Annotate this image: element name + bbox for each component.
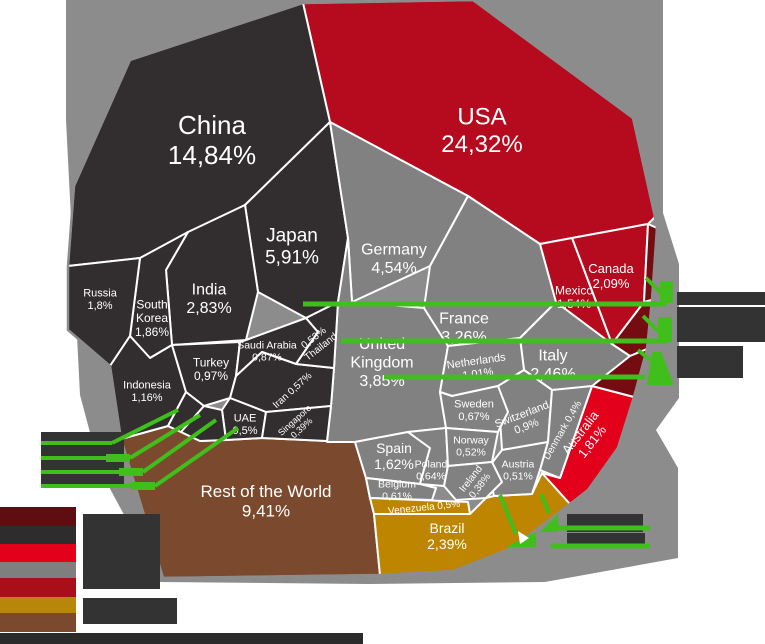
cell-germany — [329, 121, 469, 303]
legend-swatch-1 — [0, 507, 76, 526]
callout-diagonal-right-1 — [644, 276, 663, 295]
cell-label-canada: Canada 2,09% — [588, 261, 634, 291]
callout-diagonal-left-4 — [153, 426, 240, 488]
cell-label-rest-of-the-world: Rest of the World 9,41% — [200, 482, 331, 521]
redacted-caption-bar — [0, 633, 363, 644]
cell-label-austria: Austria 0,51% — [502, 459, 535, 483]
cell-label-poland: Poland 0,64% — [415, 459, 448, 483]
cell-singapore — [261, 405, 332, 442]
cell-label-brazil: Brazil 2,39% — [427, 520, 467, 552]
callout-flag-right-1 — [660, 281, 673, 303]
callout-diagonal-left-2 — [128, 413, 202, 460]
redacted-label-box-bottom-2 — [567, 533, 645, 546]
annotations — [41, 276, 765, 549]
callout-diagonal-right-2 — [641, 314, 660, 333]
cell-belgium — [365, 477, 437, 501]
cell-label-india: India 2,83% — [186, 281, 231, 316]
cell-label-saudi-arabia: Saudi Arabia 0,87% — [237, 340, 297, 364]
cell-sliver-2 — [180, 405, 227, 442]
callout-flag-right-3 — [647, 352, 674, 385]
callout-flag-right-2 — [658, 317, 672, 342]
cell-label-germany: Germany 4,54% — [361, 241, 427, 276]
cell-label-norway: Norway 0,52% — [453, 435, 489, 459]
map-outline — [66, 0, 659, 580]
cell-label-china: China 14,84% — [168, 110, 256, 170]
callout-diagonal-bottom-1 — [539, 493, 551, 514]
callout-arrowhead-bottom-1 — [540, 514, 558, 532]
redacted-legend-box-2 — [83, 598, 177, 624]
cell-ireland — [443, 461, 503, 501]
redacted-legend-box-1 — [83, 514, 160, 589]
cell-label-united-kingdom: United Kingdom 3,85% — [350, 336, 413, 390]
cell-label-spain: Spain 1,62% — [374, 440, 414, 472]
redacted-label-box-right-3 — [677, 346, 743, 378]
cell-venezuela — [369, 497, 471, 515]
redacted-label-box-right-2 — [677, 307, 765, 342]
cell-label-sweden: Sweden 0,67% — [454, 399, 494, 424]
cell-label-belgium: Belgium 0,61% — [378, 479, 416, 503]
cell-label-usa: USA 24,32% — [441, 104, 522, 159]
cell-label-uae: UAE 0,5% — [232, 413, 257, 438]
cell-denmark — [539, 385, 593, 479]
cell-label-south-korea: South Korea 1,86% — [135, 297, 169, 339]
cell-label-russia: Russia 1,8% — [83, 288, 118, 313]
cell-label-mexico: Mexico1,54% — [555, 283, 593, 311]
callout-diagonal-right-3 — [636, 348, 652, 362]
callout-diagonal-bottom-2 — [498, 494, 518, 535]
legend — [0, 507, 363, 644]
legend-swatch-6 — [0, 597, 76, 613]
legend-swatch-2 — [0, 526, 76, 544]
legend-swatch-4 — [0, 562, 76, 578]
legend-swatch-7 — [0, 613, 76, 632]
callout-diagonal-left-3 — [141, 418, 218, 474]
cursor-arrow — [518, 531, 529, 544]
legend-swatch-5 — [0, 578, 76, 597]
cell-label-indonesia: Indonesia 1,16% — [123, 380, 172, 405]
redacted-label-box-right-1 — [677, 292, 765, 305]
cell-label-turkey: Turkey 0,97% — [193, 355, 229, 383]
callout-diagonal-left-1 — [111, 408, 179, 445]
cell-label-japan: Japan 5,91% — [265, 226, 319, 269]
legend-swatch-3 — [0, 544, 76, 562]
